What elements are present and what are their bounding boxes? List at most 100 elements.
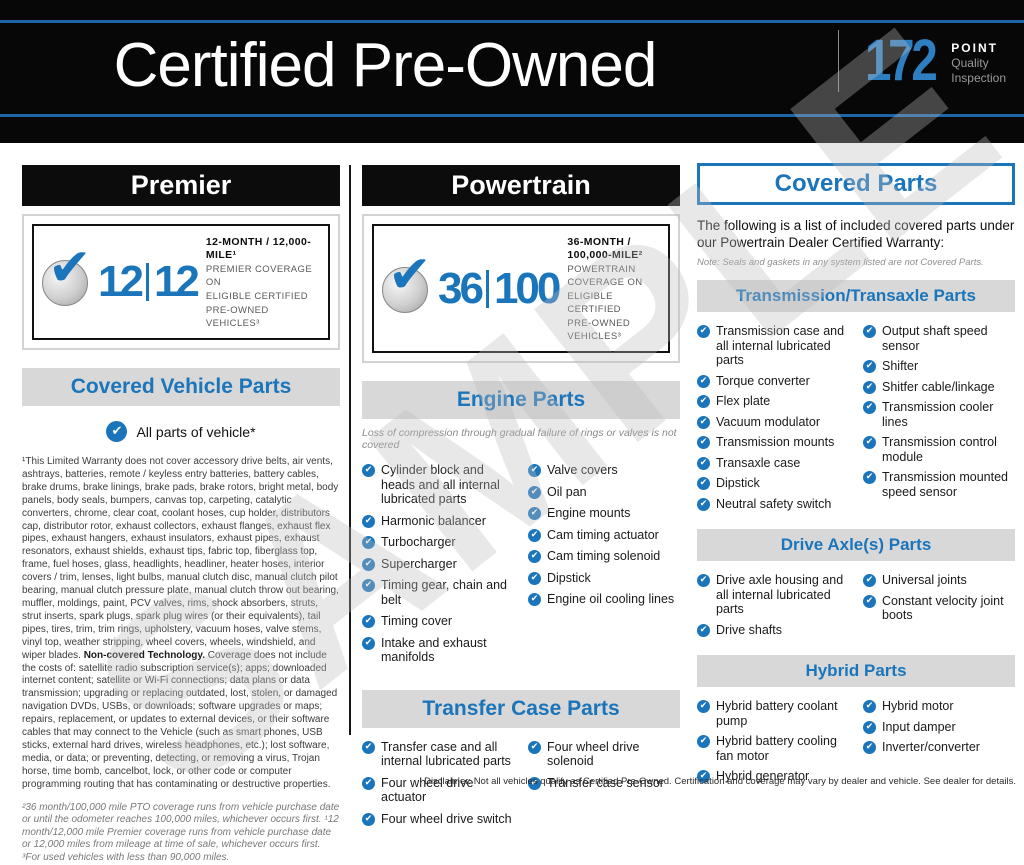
list-item-label: Shitfer cable/linkage — [882, 379, 995, 394]
disclaimer-text: Disclaimer: Not all vehicles qualify as … — [424, 776, 1016, 787]
check-icon — [697, 374, 710, 388]
badge-check-icon — [42, 256, 94, 308]
check-icon — [528, 776, 541, 790]
check-icon — [863, 471, 876, 484]
all-parts-row: All parts of vehicle* — [22, 421, 340, 442]
engine-parts-note: Loss of compression through gradual fail… — [362, 427, 677, 451]
badge-check-icon — [382, 263, 434, 315]
points-sub-quality: Quality — [951, 55, 989, 70]
list-item: Hybrid battery cooling fan motor — [697, 734, 849, 763]
check-icon — [528, 571, 541, 585]
list-item: Shifter — [863, 359, 1015, 374]
check-icon — [362, 776, 375, 790]
hybrid-parts-list: Hybrid battery coolant pump Hybrid batter… — [697, 699, 1015, 790]
transfer-case-parts-heading: Transfer Case Parts — [362, 689, 680, 728]
premier-coverage-badge: 12 12 12-MONTH / 12,000-MILE¹ PREMIER CO… — [22, 214, 340, 350]
powertrain-badge-inner: 36 100 36-MONTH / 100,000-MILE² POWERTRA… — [372, 224, 670, 353]
list-item: Cam timing solenoid — [528, 549, 680, 564]
check-icon — [863, 401, 876, 414]
check-icon — [362, 536, 375, 549]
check-icon — [528, 464, 541, 477]
check-icon — [528, 485, 541, 499]
premier-badge-inner: 12 12 12-MONTH / 12,000-MILE¹ PREMIER CO… — [32, 224, 330, 340]
list-item-label: Transmission control module — [882, 435, 997, 464]
check-icon — [697, 770, 710, 783]
check-icon — [863, 380, 876, 394]
checkmark-icon — [388, 245, 432, 305]
list-item-label: Valve covers — [547, 463, 618, 477]
check-icon — [528, 550, 541, 563]
list-item: Harmonic balancer — [362, 514, 514, 529]
list-item: Universal joints — [863, 573, 1015, 588]
list-item-label: Four wheel drive solenoid — [547, 739, 640, 769]
check-icon — [362, 514, 375, 528]
header-banner: Certified Pre-Owned 172 POINT Quality In… — [0, 0, 1024, 143]
points-sub-inspection: Inspection — [951, 70, 1006, 85]
drive-axle-parts-list: Drive axle housing and all internal lubr… — [697, 573, 1015, 643]
column-divider — [349, 165, 351, 735]
check-icon — [362, 579, 375, 592]
powertrain-column: Powertrain 36 100 36-MONTH / 100,000-MIL… — [362, 165, 680, 833]
list-item-label: Cylinder block and heads and all interna… — [381, 463, 500, 506]
badge-number-months: 36 — [438, 263, 484, 313]
list-item: Hybrid motor — [863, 699, 1015, 714]
premier-badge-text: 12-MONTH / 12,000-MILE¹ PREMIER COVERAGE… — [206, 234, 322, 330]
drive-axle-parts-heading: Drive Axle(s) Parts — [697, 529, 1015, 561]
list-item-label: Dipstick — [547, 570, 591, 585]
list-item: Four wheel drive solenoid — [528, 740, 680, 769]
list-item-label: Transmission cooler lines — [882, 400, 994, 429]
transmission-right: Output shaft speed sensor Shifter Shitfer … — [863, 324, 1015, 517]
points-label: POINT — [951, 40, 998, 55]
list-item: Transmission cooler lines — [863, 400, 1015, 429]
drive-axle-left: Drive axle housing and all internal lubr… — [697, 573, 849, 643]
engine-parts-left: Cylinder block and heads and all interna… — [362, 463, 514, 672]
list-item: Engine oil cooling lines — [528, 592, 680, 607]
list-item: Turbocharger — [362, 535, 514, 550]
premier-heading: Premier — [22, 165, 340, 206]
covered-parts-note: Note: Seals and gaskets in any system li… — [697, 257, 984, 268]
engine-parts-heading: Engine Parts — [362, 381, 680, 419]
list-item: Torque converter — [697, 374, 849, 389]
list-item: Valve covers — [528, 463, 680, 478]
premier-column: Premier 12 12 12-MONTH / 12,000-MILE¹ PR… — [22, 165, 340, 865]
list-item-label: Timing gear, chain and belt — [381, 578, 508, 607]
badge-number-separator — [485, 269, 489, 308]
check-icon — [863, 325, 876, 338]
list-item: Transmission mounts — [697, 435, 849, 450]
powertrain-badge-text: 36-MONTH / 100,000-MILE² POWERTRAIN COVE… — [567, 234, 662, 343]
transmission-left: Transmission case and all internal lubri… — [697, 324, 849, 517]
check-icon — [106, 421, 128, 442]
list-item: Four wheel drive switch — [362, 812, 514, 827]
powertrain-badge-numbers: 36 100 — [438, 263, 561, 313]
drive-axle-right: Universal joints Constant velocity joint … — [863, 573, 1015, 643]
list-item: Transmission case and all internal lubri… — [697, 324, 849, 368]
list-item-label: Hybrid battery cooling fan motor — [716, 734, 837, 763]
list-item: Cam timing actuator — [528, 528, 680, 543]
check-icon — [697, 623, 710, 637]
list-item-label: Neutral safety switch — [716, 496, 832, 511]
list-item: Transmission mounted speed sensor — [863, 470, 1015, 499]
check-icon — [362, 464, 375, 477]
check-icon — [697, 325, 710, 338]
list-item: Hybrid generator — [697, 769, 849, 784]
coverage-footnote: ²36 month/100,000 mile PTO coverage runs… — [22, 801, 340, 863]
points-inspection-block: 172 POINT Quality Inspection — [837, 30, 1006, 92]
badge-line-4: PRE-OWNED VEHICLES³ — [205, 305, 269, 329]
warranty-fine-print: ¹This Limited Warranty does not cover ac… — [22, 456, 340, 792]
badge-line-2: POWERTRAIN COVERAGE ON — [567, 264, 643, 288]
covered-parts-heading: Covered Parts — [697, 163, 1015, 205]
list-item-label: Engine mounts — [547, 506, 631, 520]
transmission-parts-list: Transmission case and all internal lubri… — [697, 324, 1015, 517]
badge-number-miles: 100 — [493, 263, 561, 313]
badge-line-3: ELIGIBLE CERTIFIED — [205, 291, 308, 302]
transfer-case-right: Four wheel drive solenoid Transfer case s… — [528, 740, 680, 834]
header-divider — [837, 30, 839, 92]
premier-badge-numbers: 12 12 — [98, 260, 200, 304]
list-item: Transfer case and all internal lubricate… — [362, 740, 514, 769]
list-item: Timing cover — [362, 614, 514, 629]
list-item: Timing gear, chain and belt — [362, 578, 514, 607]
checkmark-icon — [48, 238, 92, 298]
list-item: Engine mounts — [528, 506, 680, 521]
list-item-label: Timing cover — [381, 614, 453, 628]
list-item-label: Output shaft speed sensor — [882, 324, 988, 353]
